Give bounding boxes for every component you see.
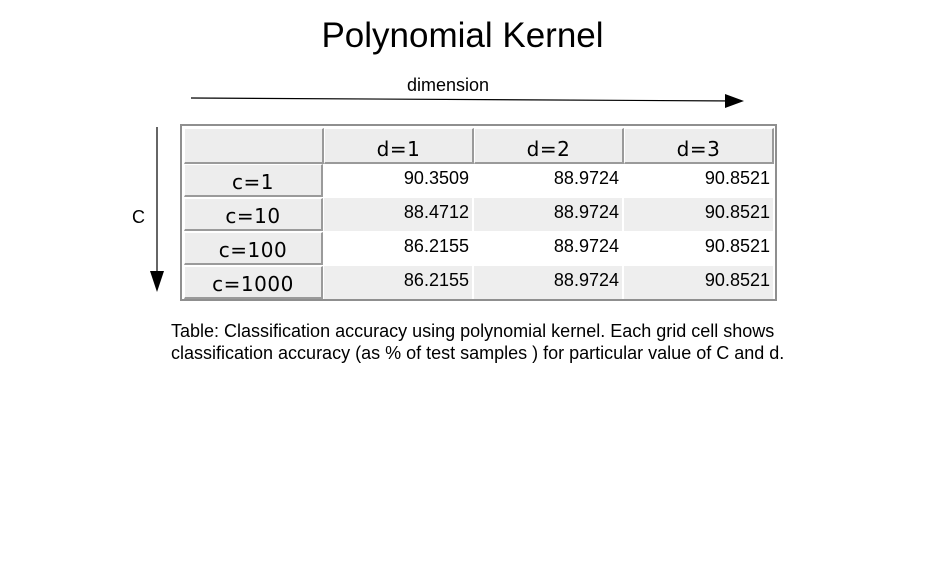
table-cell: 86.2155: [324, 266, 474, 299]
table-cell: 90.8521: [624, 164, 775, 197]
row-header-c1000: c=1000: [184, 266, 323, 299]
dimension-arrow: [190, 94, 744, 108]
table-cell: 90.8521: [624, 266, 775, 299]
dimension-axis-label: dimension: [406, 75, 490, 95]
table-cell: 90.3509: [324, 164, 474, 197]
corner-header-cell: [184, 128, 324, 164]
table-cell: 90.8521: [624, 232, 775, 265]
table-cell: 88.9724: [474, 266, 624, 299]
table-cell: 90.8521: [624, 198, 775, 231]
accuracy-table: d=1 d=2 d=3 c=1 90.3509 88.9724 90.8521 …: [180, 124, 777, 301]
c-axis-label: C: [132, 207, 145, 227]
table-cell: 88.9724: [474, 232, 624, 265]
row-header-c1: c=1: [184, 164, 323, 197]
table-cell: 88.9724: [474, 164, 624, 197]
column-header-d2: d=2: [474, 128, 624, 164]
page-title: Polynomial Kernel: [321, 16, 604, 55]
row-header-c100: c=100: [184, 232, 323, 265]
column-header-d1: d=1: [324, 128, 474, 164]
column-header-d3: d=3: [624, 128, 774, 164]
row-header-c10: c=10: [184, 198, 323, 231]
table-cell: 88.4712: [324, 198, 474, 231]
table-cell: 86.2155: [324, 232, 474, 265]
table-caption: Table: Classification accuracy using pol…: [171, 321, 785, 363]
table-cell: 88.9724: [474, 198, 624, 231]
c-arrow: [150, 127, 164, 292]
